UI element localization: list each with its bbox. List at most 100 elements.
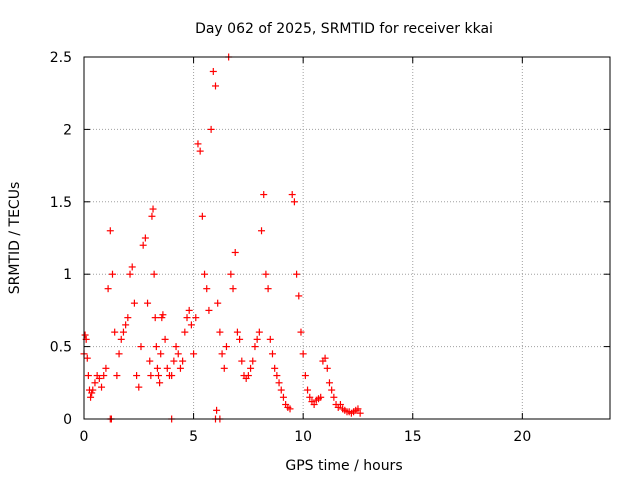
data-point bbox=[317, 393, 325, 401]
data-point bbox=[83, 354, 91, 362]
data-point bbox=[299, 350, 307, 358]
y-tick-label: 0 bbox=[63, 412, 72, 428]
data-point bbox=[135, 383, 143, 391]
data-point bbox=[290, 198, 298, 206]
data-point bbox=[356, 409, 364, 417]
data-point bbox=[152, 343, 160, 351]
data-point bbox=[277, 386, 285, 394]
data-point bbox=[212, 82, 219, 90]
data-point bbox=[354, 405, 362, 413]
data-point bbox=[187, 321, 195, 329]
data-point bbox=[89, 386, 97, 394]
tick-labels: 0 5 10 15 20 0 0.5 1 1.5 2 2.5 bbox=[50, 50, 532, 445]
data-point bbox=[244, 372, 252, 380]
data-point bbox=[159, 311, 167, 319]
data-point bbox=[209, 67, 217, 75]
data-point bbox=[323, 364, 331, 372]
data-point bbox=[279, 393, 287, 401]
data-point bbox=[91, 379, 99, 387]
data-point bbox=[301, 372, 309, 380]
data-point bbox=[148, 212, 156, 220]
data-point bbox=[304, 386, 312, 394]
data-point bbox=[153, 364, 161, 372]
data-point bbox=[231, 248, 239, 256]
y-axis-label: SRMTID / TECUs bbox=[7, 182, 23, 295]
data-point bbox=[137, 343, 145, 351]
data-point bbox=[168, 372, 176, 380]
data-point bbox=[321, 354, 329, 362]
data-point bbox=[194, 140, 202, 148]
chart-title: Day 062 of 2025, SRMTID for receiver kka… bbox=[195, 21, 493, 37]
data-point bbox=[157, 350, 165, 358]
data-point bbox=[203, 285, 211, 293]
data-point bbox=[264, 285, 272, 293]
data-point bbox=[113, 372, 121, 380]
data-point bbox=[122, 321, 130, 329]
data-point bbox=[87, 393, 95, 401]
data-point bbox=[262, 270, 270, 278]
y-tick-label: 0.5 bbox=[50, 340, 72, 356]
data-point bbox=[151, 314, 159, 322]
data-point bbox=[227, 270, 235, 278]
data-point bbox=[95, 374, 103, 382]
data-point bbox=[310, 401, 318, 409]
data-point bbox=[102, 364, 110, 372]
data-point bbox=[176, 364, 184, 372]
data-point bbox=[271, 364, 279, 372]
data-point bbox=[130, 299, 138, 307]
data-point bbox=[255, 328, 263, 336]
data-point bbox=[207, 125, 215, 133]
data-point bbox=[229, 285, 237, 293]
grid-lines bbox=[84, 57, 610, 419]
plot-frame bbox=[83, 56, 611, 420]
data-point bbox=[273, 372, 281, 380]
data-point bbox=[163, 364, 171, 372]
data-point bbox=[198, 212, 206, 220]
data-point bbox=[216, 328, 224, 336]
data-point bbox=[268, 350, 276, 358]
x-tick-label: 15 bbox=[404, 429, 422, 445]
data-point bbox=[196, 147, 204, 155]
data-point bbox=[98, 383, 106, 391]
data-point bbox=[156, 379, 164, 387]
data-point bbox=[330, 393, 338, 401]
y-tick-label: 1.5 bbox=[50, 195, 72, 211]
data-point bbox=[288, 191, 296, 199]
data-point bbox=[161, 335, 169, 343]
data-point bbox=[139, 241, 147, 249]
x-axis-label: GPS time / hours bbox=[285, 458, 402, 474]
data-point bbox=[133, 372, 141, 380]
data-point bbox=[247, 364, 255, 372]
data-point bbox=[183, 314, 191, 322]
data-point bbox=[179, 357, 187, 365]
data-point bbox=[286, 405, 294, 413]
data-point bbox=[258, 227, 266, 235]
data-point bbox=[190, 350, 198, 358]
data-point bbox=[172, 343, 180, 351]
data-point bbox=[233, 328, 241, 336]
data-point bbox=[218, 350, 226, 358]
data-point bbox=[147, 372, 155, 380]
data-point bbox=[192, 314, 200, 322]
data-point bbox=[266, 335, 274, 343]
data-point bbox=[214, 299, 222, 307]
data-point bbox=[150, 270, 158, 278]
data-point bbox=[253, 335, 261, 343]
data-point bbox=[222, 343, 230, 351]
data-point bbox=[111, 328, 119, 336]
data-point bbox=[117, 335, 125, 343]
data-point bbox=[205, 306, 213, 314]
x-tick-label: 10 bbox=[294, 429, 312, 445]
data-point bbox=[213, 406, 221, 414]
data-point bbox=[104, 285, 112, 293]
data-point bbox=[293, 270, 301, 278]
data-point bbox=[119, 328, 127, 336]
data-point bbox=[124, 314, 132, 322]
data-point bbox=[295, 292, 303, 300]
x-tick-label: 0 bbox=[80, 429, 89, 445]
data-point bbox=[146, 357, 154, 365]
data-point bbox=[275, 379, 283, 387]
data-point bbox=[170, 357, 178, 365]
x-tick-label: 5 bbox=[189, 429, 198, 445]
data-point bbox=[149, 205, 157, 213]
